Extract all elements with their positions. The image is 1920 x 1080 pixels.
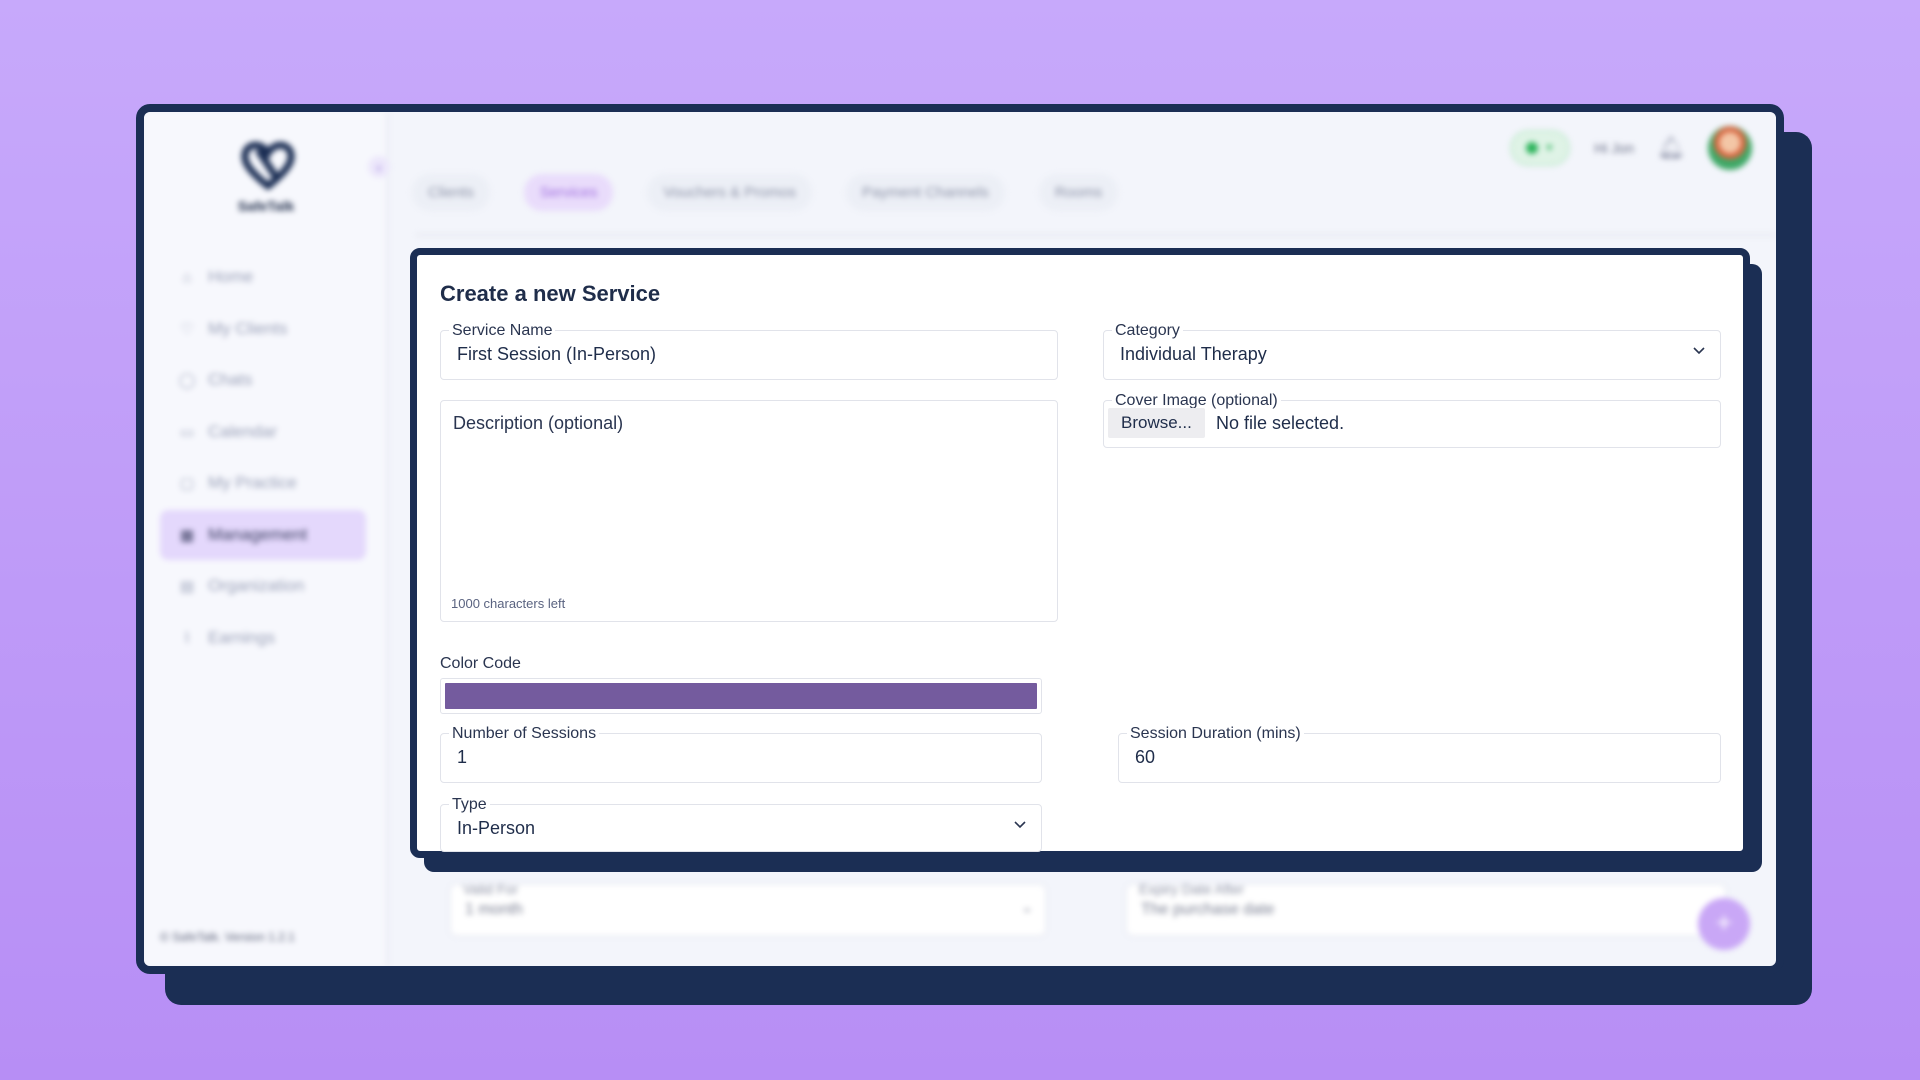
header-actions: ▼ Hi Jon 🔔︎ (1510, 126, 1752, 170)
collapse-sidebar-button[interactable]: ‹ (368, 156, 390, 178)
characters-left-counter: 1000 characters left (451, 596, 566, 611)
online-status-icon (1526, 142, 1539, 154)
add-button[interactable]: + (1698, 898, 1750, 950)
expiry-value: The purchase date (1141, 901, 1275, 918)
color-swatch (445, 683, 1037, 709)
duration-value: 60 (1135, 747, 1156, 767)
cover-image-file-input[interactable]: Cover Image (optional) Browse... No file… (1103, 392, 1721, 448)
session-duration-field[interactable]: Session Duration (mins) 60 (1118, 725, 1721, 783)
tab-clients[interactable]: Clients (412, 174, 490, 211)
page-title: Create a new Service (440, 281, 661, 306)
sidebar: SafeTalk ‹ ⌂ Home ♡ My Clients ◯ Chats ▭… (144, 112, 390, 966)
user-greeting: Hi Jon (1594, 140, 1634, 156)
sidebar-item-organization[interactable]: ▤ Organization (160, 561, 366, 611)
expiry-date-select[interactable]: Expiry Date After The purchase date (1126, 881, 1726, 936)
service-name-label: Service Name (449, 322, 556, 340)
sessions-value: 1 (457, 747, 468, 767)
sidebar-item-label: Earnings (208, 627, 276, 647)
sessions-label: Number of Sessions (449, 725, 600, 743)
color-code-label: Color Code (440, 655, 521, 672)
type-label: Type (449, 796, 490, 814)
chart-icon: ⌇ (183, 629, 191, 647)
background-form-row: Valid For 1 month ⌄ Expiry Date After Th… (450, 881, 1726, 964)
sidebar-item-label: Organization (208, 576, 305, 595)
chevron-down-icon (1692, 343, 1706, 357)
sidebar-item-management[interactable]: ▦ Management (160, 509, 366, 560)
tab-payment-channels[interactable]: Payment Channels (845, 174, 1005, 211)
service-name-field[interactable]: Service Name First Session (In-Person) (440, 322, 1058, 380)
avatar[interactable] (1708, 126, 1752, 170)
sidebar-item-label: My Clients (208, 318, 288, 338)
duration-label: Session Duration (mins) (1127, 725, 1304, 743)
notification-bell-icon[interactable]: 🔔︎ (1657, 135, 1685, 160)
heart-icon: ♡ (180, 320, 194, 338)
version-footer: © SafeTalk. Version 1.2.1 (160, 930, 295, 944)
calendar-icon: ▭ (179, 423, 195, 441)
description-textarea[interactable]: Description (optional) 1000 characters l… (440, 400, 1058, 622)
grid-icon: ▦ (179, 526, 195, 544)
sidebar-item-label: Home (208, 267, 254, 286)
blurred-background: SafeTalk ‹ ⌂ Home ♡ My Clients ◯ Chats ▭… (144, 112, 1776, 966)
tab-services[interactable]: Services (523, 174, 614, 211)
description-placeholder: Description (optional) (453, 413, 624, 433)
tabs-divider (416, 234, 1776, 236)
number-of-sessions-field[interactable]: Number of Sessions 1 (440, 725, 1042, 783)
chevron-down-icon (1013, 817, 1027, 831)
valid-for-select[interactable]: Valid For 1 month ⌄ (450, 881, 1046, 936)
sidebar-item-label: Chats (208, 370, 253, 389)
building-icon: ▤ (179, 578, 195, 595)
sidebar-item-label: My Practice (208, 473, 297, 492)
sidebar-item-chats[interactable]: ◯ Chats (160, 355, 366, 405)
management-tabs: Clients Services Vouchers & Promos Payme… (412, 174, 1119, 211)
tab-rooms[interactable]: Rooms (1038, 174, 1119, 211)
type-select[interactable]: Type In-Person (440, 796, 1042, 852)
sidebar-item-my-practice[interactable]: ▢ My Practice (160, 458, 366, 508)
availability-toggle[interactable]: ▼ (1510, 130, 1571, 166)
sidebar-nav: ⌂ Home ♡ My Clients ◯ Chats ▭ Calendar ▢ (160, 252, 366, 664)
tab-vouchers-promos[interactable]: Vouchers & Promos (647, 174, 812, 211)
chevron-down-icon: ▼ (1544, 142, 1555, 154)
valid-for-value: 1 month (465, 901, 523, 918)
sidebar-item-label: Management (208, 524, 308, 544)
category-label: Category (1112, 322, 1183, 340)
category-value: Individual Therapy (1120, 344, 1267, 364)
brand-name: SafeTalk (237, 198, 295, 214)
category-select[interactable]: Category Individual Therapy (1103, 322, 1721, 380)
valid-for-label: Valid For (463, 881, 518, 897)
sidebar-item-label: Calendar (208, 421, 277, 441)
sidebar-item-home[interactable]: ⌂ Home (160, 252, 366, 302)
color-code-picker[interactable] (440, 678, 1042, 714)
home-icon: ⌂ (182, 268, 192, 286)
sidebar-item-my-clients[interactable]: ♡ My Clients (160, 304, 366, 354)
file-status: No file selected. (1216, 413, 1345, 433)
service-name-value: First Session (In-Person) (457, 344, 657, 364)
safetalk-logo-icon (241, 141, 295, 190)
chat-icon: ◯ (178, 372, 196, 389)
cover-image-label: Cover Image (optional) (1112, 392, 1281, 410)
type-value: In-Person (457, 818, 536, 838)
sidebar-item-calendar[interactable]: ▭ Calendar (160, 407, 366, 457)
create-service-card: Create a new Service Service Name First … (410, 248, 1750, 858)
browse-button[interactable]: Browse... (1108, 408, 1205, 438)
sidebar-item-earnings[interactable]: ⌇ Earnings (160, 613, 366, 663)
monitor-icon: ▢ (179, 475, 195, 492)
chevron-down-icon: ⌄ (1021, 899, 1033, 915)
expiry-label: Expiry Date After (1139, 881, 1245, 897)
